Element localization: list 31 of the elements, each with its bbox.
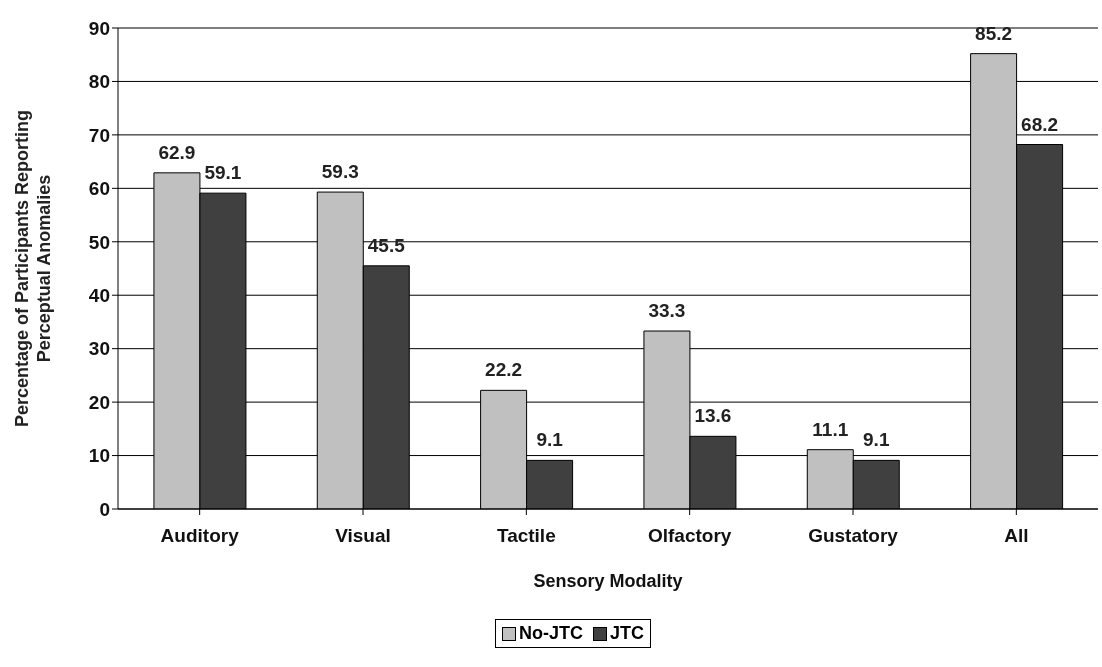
legend-label: No-JTC xyxy=(518,623,583,644)
y-tick-label: 60 xyxy=(88,178,110,200)
data-label: 9.1 xyxy=(863,429,890,451)
x-tick-label: Gustatory xyxy=(808,525,899,547)
data-label: 59.1 xyxy=(204,162,242,184)
y-axis-title: Percentage of Participants Reporting Perceptual Anomalies xyxy=(12,109,54,428)
data-label: 85.2 xyxy=(975,22,1013,44)
x-tick-label: Olfactory xyxy=(647,525,732,547)
y-tick-label: 90 xyxy=(88,17,110,39)
data-label: 33.3 xyxy=(648,300,686,322)
legend-label: JTC xyxy=(609,623,644,644)
x-tick-label: All xyxy=(1004,525,1029,547)
data-label: 68.2 xyxy=(1021,113,1059,135)
y-tick-label: 10 xyxy=(88,445,110,467)
x-axis-title: Sensory Modality xyxy=(533,570,683,591)
data-label: 62.9 xyxy=(158,141,196,163)
y-tick-label: 30 xyxy=(88,338,110,360)
x-tick-label: Auditory xyxy=(160,525,240,547)
y-tick-label: 20 xyxy=(88,391,110,413)
data-label: 13.6 xyxy=(694,405,732,427)
x-tick-label: Visual xyxy=(335,525,391,547)
y-tick-label: 40 xyxy=(88,284,110,306)
y-tick-label: 80 xyxy=(88,71,110,93)
y-tick-label: 70 xyxy=(88,124,110,146)
y-tick-label: 0 xyxy=(99,498,110,520)
data-label: 22.2 xyxy=(485,359,523,381)
data-label: 11.1 xyxy=(812,418,849,440)
data-label: 59.3 xyxy=(321,161,359,183)
y-tick-label: 50 xyxy=(88,231,110,253)
data-label: 9.1 xyxy=(536,429,564,451)
x-tick-label: Tactile xyxy=(496,525,556,547)
